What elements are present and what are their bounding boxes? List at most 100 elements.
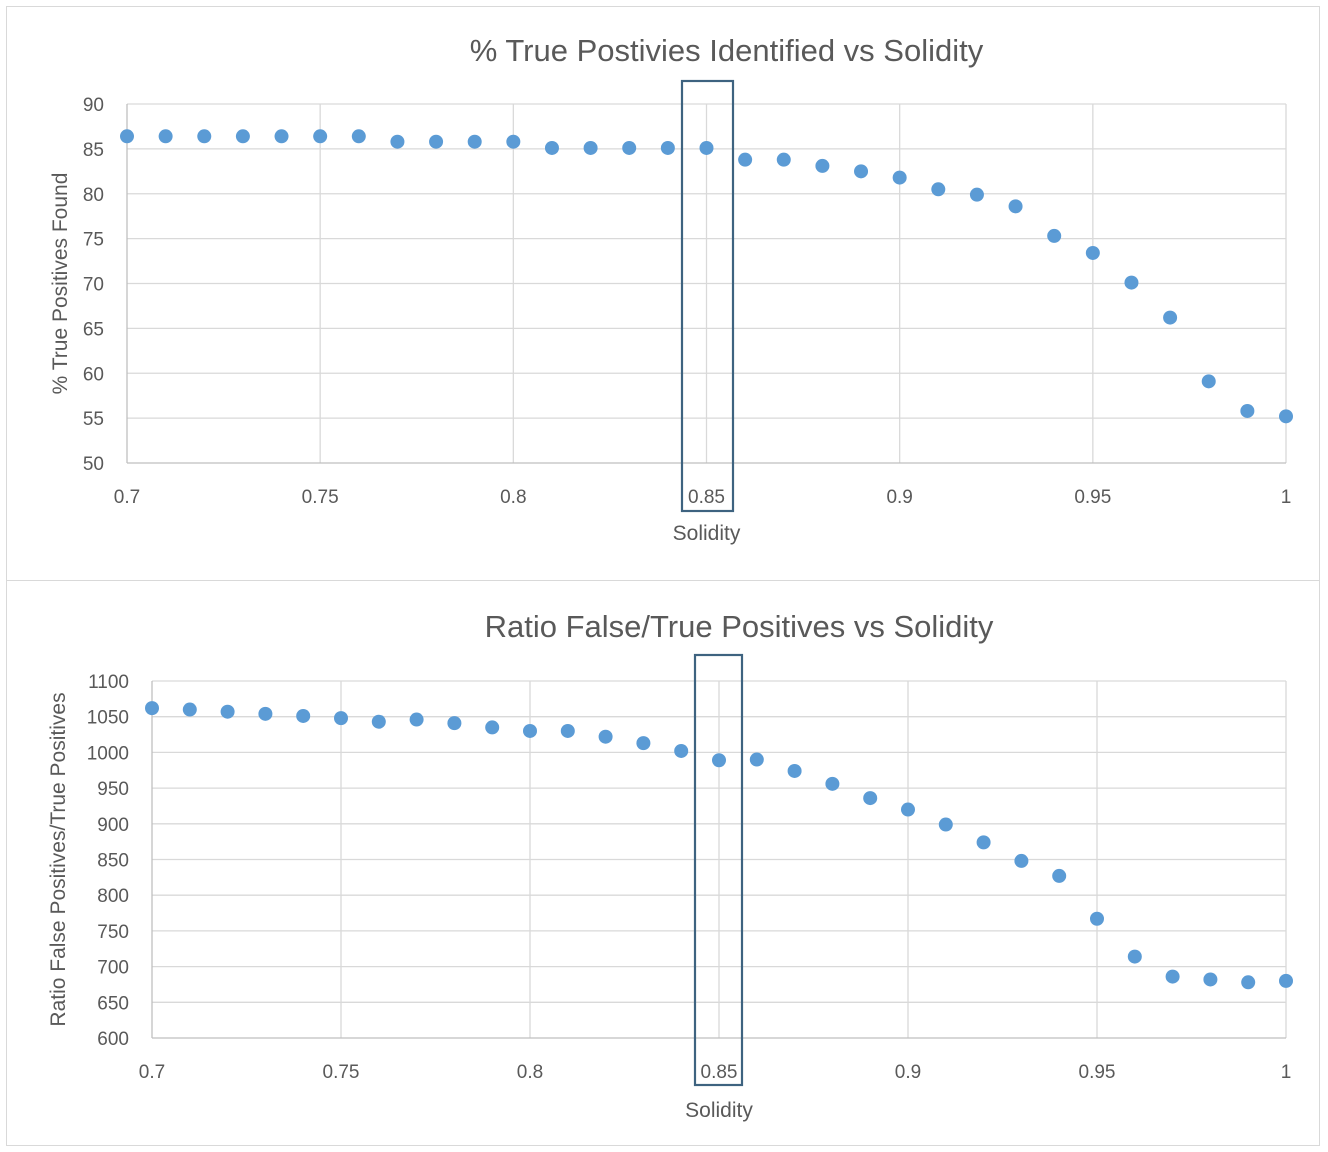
data-point [313,129,328,144]
data-point [334,711,348,726]
y-tick-label: 80 [83,185,104,206]
data-point [1090,911,1104,926]
y-tick-label: 70 [83,275,104,296]
y-tick-label: 950 [97,779,129,800]
x-tick-label: 0.7 [139,1062,165,1083]
y-tick-label: 1100 [88,672,129,693]
highlight-box [693,653,744,1087]
y-tick-label: 85 [83,140,104,161]
x-tick-label: 0.9 [886,487,912,508]
data-point [1240,403,1255,418]
data-point [506,134,521,149]
chart-false-true-ratio: Ratio False/True Positives vs Solidity 60… [47,609,1293,1122]
data-point [825,776,840,791]
data-point [931,182,946,197]
x-tick-label: 0.8 [500,487,526,508]
data-point [938,817,953,832]
y-tick-label: 60 [83,364,104,385]
x-tick-label: 0.8 [517,1062,543,1083]
data-point [863,791,878,806]
data-point [598,729,613,744]
data-point [674,743,689,758]
x-tick-label: 1 [1281,487,1292,508]
data-point [429,134,444,149]
x-tick-label: 0.95 [1074,487,1111,508]
data-point [120,129,134,144]
data-point [1201,374,1216,389]
x-tick-label: 0.75 [323,1062,360,1083]
data-point [467,134,482,149]
highlight-box [680,79,735,513]
data-point [622,140,637,155]
data-point [892,170,907,185]
chart-panel-top: % True Postivies Identified vs Solidity 5… [6,6,1320,581]
y-tick-label: 50 [83,454,104,475]
y-tick-label: 650 [97,993,129,1014]
data-point [1279,973,1293,988]
y-tick-label: 90 [83,95,104,116]
data-point [787,763,802,778]
data-point [699,140,714,155]
y-tick-label: 75 [83,230,104,251]
data-point [182,702,197,717]
data-point [220,704,235,719]
data-point [660,140,675,155]
data-point [1127,949,1142,964]
data-point [258,706,273,721]
data-point [235,129,250,144]
data-point [749,752,764,767]
data-point [560,723,575,738]
chart-title: Ratio False/True Positives vs Solidity [485,609,994,644]
data-point [351,129,366,144]
data-point [776,152,791,167]
data-point [1085,245,1100,260]
data-point [158,129,173,144]
x-axis-title: Solidity [685,1099,753,1122]
data-point [636,736,651,751]
data-point [1047,228,1062,243]
data-point [1279,409,1293,424]
x-tick-label: 0.85 [701,1062,738,1083]
data-point [969,187,984,202]
data-point [1165,969,1180,984]
x-tick-label: 0.75 [302,487,339,508]
data-point [854,164,869,179]
data-point [409,712,424,727]
y-tick-label: 750 [97,922,129,943]
x-tick-label: 0.95 [1079,1062,1116,1083]
data-point [712,753,726,768]
data-point [738,152,753,167]
y-tick-label: 1000 [87,743,129,764]
data-point [1008,199,1023,214]
data-point [815,158,830,173]
data-point [901,802,915,817]
y-tick-label: 600 [97,1029,129,1050]
chart-title: % True Postivies Identified vs Solidity [470,33,984,68]
y-axis-title: % True Positives Found [49,173,72,395]
data-point [390,134,405,149]
data-point [197,129,212,144]
y-tick-label: 55 [83,409,104,430]
data-point [583,140,598,155]
data-point [976,835,991,850]
x-tick-label: 1 [1281,1062,1292,1083]
data-point [1124,275,1139,290]
data-point [447,716,462,731]
y-tick-label: 850 [97,851,129,872]
data-point [1052,868,1067,883]
y-tick-label: 65 [83,319,104,340]
chart-panel-bottom: Ratio False/True Positives vs Solidity 60… [6,580,1320,1146]
data-point [1241,975,1256,990]
data-point [145,701,159,716]
x-tick-label: 0.7 [114,487,140,508]
chart-true-positives: % True Postivies Identified vs Solidity 5… [49,33,1293,545]
y-tick-label: 800 [97,886,129,907]
data-point [371,714,386,729]
data-point [544,140,559,155]
data-point [1014,853,1029,868]
x-tick-label: 0.9 [895,1062,921,1083]
data-point [1163,310,1178,325]
y-axis-title: Ratio False Positives/True Positives [47,692,70,1026]
data-point [485,720,500,735]
data-point [523,723,537,738]
